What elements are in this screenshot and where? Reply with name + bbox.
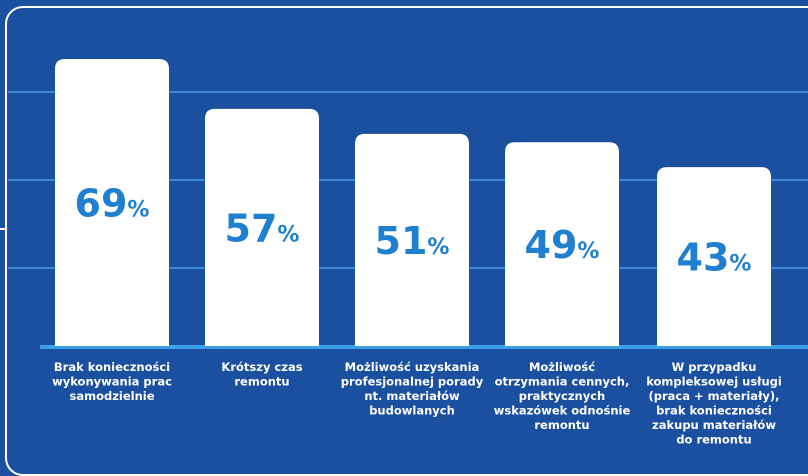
category-label-2: Krótszy czas remontu — [221, 360, 302, 389]
bar-chart: 69% 57% 51% 49% 43% Brak konieczności wykonyw… — [8, 59, 808, 447]
bar-1 — [55, 59, 169, 346]
category-label-1: Brak konieczności wykonywania prac samodzi… — [52, 360, 172, 403]
bar-3 — [355, 133, 469, 346]
category-label-4: Możliwość otrzymania cennych, praktycznych… — [494, 360, 631, 432]
category-label-3: Możliwość uzyskania profesjonalnej porady… — [341, 360, 484, 418]
value-label-3: 51% — [375, 219, 450, 263]
value-label-5: 43% — [677, 236, 752, 280]
bars: 69% 57% 51% 49% 43% — [55, 59, 771, 346]
value-label-2: 57% — [225, 206, 300, 250]
category-labels: Brak konieczności wykonywania prac samodzi… — [52, 360, 782, 447]
bar-5 — [657, 167, 771, 346]
bar-2 — [205, 108, 319, 346]
chart-canvas: 69% 57% 51% 49% 43% Brak konieczności wykonyw… — [0, 6, 808, 476]
bar-4 — [505, 142, 619, 346]
frame-side-tick — [0, 228, 6, 230]
value-label-1: 69% — [75, 182, 150, 226]
value-label-4: 49% — [525, 223, 600, 267]
category-label-5: W przypadku kompleksowej usługi (praca + m… — [646, 360, 782, 447]
